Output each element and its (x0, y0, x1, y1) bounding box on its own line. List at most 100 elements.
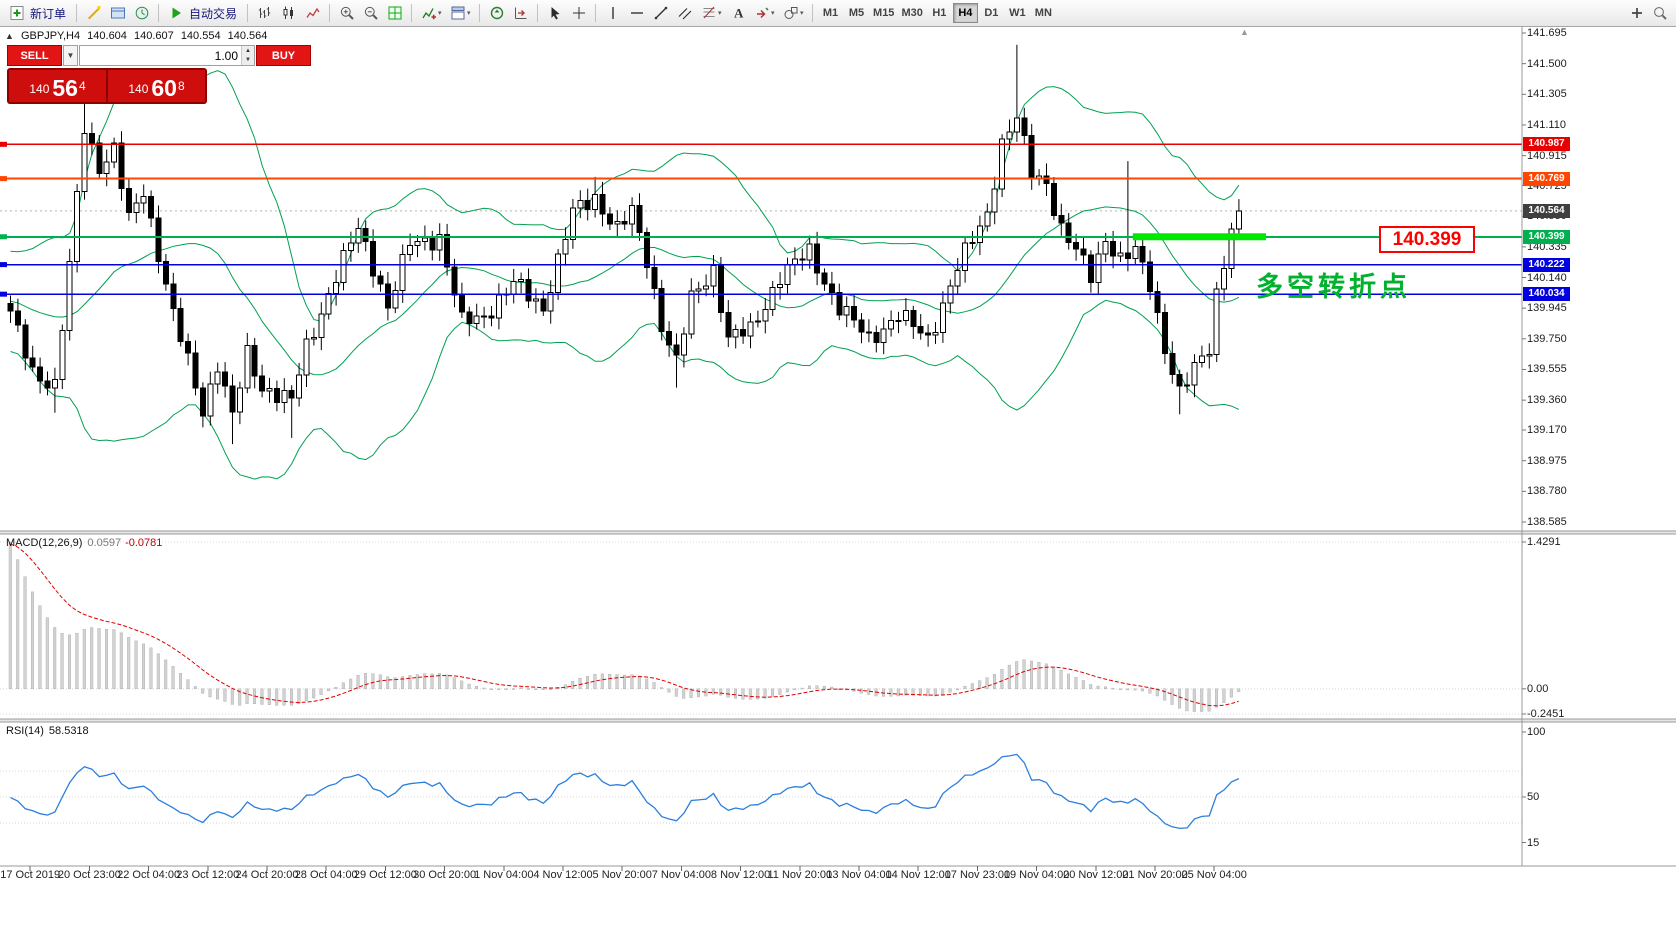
templates-icon (451, 6, 465, 20)
candlestick-chart-button[interactable] (277, 2, 300, 24)
indicators-dropdown-icon[interactable]: ▾ (438, 10, 442, 17)
zoom-out-icon (364, 6, 378, 20)
timeframe-mn-button[interactable]: MN (1034, 7, 1052, 19)
candlestick-chart-icon (283, 6, 293, 19)
price-scale-label: 141.695 (1527, 27, 1567, 39)
shapes-icon (784, 7, 798, 19)
timeframe-m30-button[interactable]: M30 (901, 7, 923, 19)
volume-up-icon[interactable]: ▲ (242, 46, 254, 56)
arrows-button[interactable] (750, 2, 773, 24)
line-chart-icon (305, 7, 320, 18)
fibonacci-button[interactable] (697, 2, 720, 24)
chart-shift-button[interactable] (509, 2, 532, 24)
horizontal-line-button[interactable] (625, 2, 648, 24)
timeframe-d1-button[interactable]: D1 (984, 7, 999, 19)
zoom-in-icon (340, 6, 354, 20)
buy-price-display[interactable]: 140 60 8 (108, 70, 205, 102)
text-label-button[interactable]: A (726, 2, 749, 24)
chart-header: ▲ GBPJPY,H4 140.604 140.607 140.554 140.… (5, 30, 271, 42)
volume-dropdown[interactable]: ▼ (63, 45, 78, 66)
add-button[interactable] (1625, 2, 1648, 24)
time-axis-label: 14 Nov 12:00 (885, 869, 951, 881)
level-price-tag: 140.034 (1523, 287, 1570, 302)
toolbar-separator (812, 4, 814, 22)
line-chart-button[interactable] (301, 2, 324, 24)
time-axis-label: 7 Nov 04:00 (651, 869, 712, 881)
market-watch-button[interactable] (130, 2, 153, 24)
price-scale-label: 138.585 (1527, 516, 1567, 528)
templates-dropdown-icon[interactable]: ▾ (467, 10, 471, 17)
price-scale-label: 140.335 (1527, 240, 1567, 253)
new-order-button[interactable] (5, 2, 28, 24)
timeframe-w1-button[interactable]: W1 (1009, 7, 1026, 19)
indicators-button[interactable] (417, 2, 440, 24)
vertical-line-button[interactable] (601, 2, 624, 24)
chart-shift-marker-icon[interactable]: ▲ (1240, 27, 1249, 37)
toolbar-separator (411, 4, 413, 22)
auto-scroll-button[interactable] (485, 2, 508, 24)
volume-down-icon[interactable]: ▼ (242, 55, 254, 65)
templates-button[interactable] (446, 2, 469, 24)
sell-button[interactable]: SELL (7, 45, 62, 66)
timeframe-m15-button[interactable]: M15 (873, 7, 895, 19)
autotrading-label: 自动交易 (189, 6, 238, 21)
sell-price-display[interactable]: 140 56 4 (9, 70, 106, 102)
arrows-dropdown-icon[interactable]: ▾ (771, 10, 775, 17)
volume-input[interactable] (80, 46, 241, 65)
text-label-icon: A (734, 6, 744, 21)
shapes-button[interactable] (779, 2, 802, 24)
buy-price-base: 140 (128, 82, 149, 96)
price-scale-label: 140.140 (1527, 271, 1567, 284)
volume-stepper: ▲ ▼ (241, 46, 254, 65)
profiles-button[interactable] (106, 2, 129, 24)
add-icon (1631, 8, 1642, 18)
time-axis-label: 20 Nov 12:00 (1063, 869, 1129, 881)
rsi-label: RSI(14) 58.5318 (6, 725, 89, 737)
collapse-panel-icon[interactable]: ▲ (5, 31, 14, 41)
time-axis-label: 11 Nov 20:00 (767, 869, 833, 881)
fibonacci-icon (703, 6, 715, 19)
level-price-tag: 140.987 (1523, 137, 1570, 152)
time-axis-label: 25 Nov 04:00 (1181, 869, 1247, 881)
chart-wizard-button[interactable] (82, 2, 105, 24)
fibonacci-dropdown-icon[interactable]: ▾ (718, 10, 722, 17)
price-scale-label: 141.110 (1527, 118, 1566, 131)
buy-price-pips: 60 (151, 75, 177, 101)
time-axis-label: 30 Oct 20:00 (413, 869, 477, 881)
chart-wizard-icon (87, 5, 101, 20)
timeframe-m1-button[interactable]: M1 (822, 7, 839, 19)
time-axis-label: 23 Oct 12:00 (176, 869, 240, 881)
equidistant-channel-button[interactable] (673, 2, 696, 24)
autotrading-button[interactable] (164, 2, 187, 24)
trendline-button[interactable] (649, 2, 672, 24)
price-callout[interactable]: 140.399 (1379, 226, 1475, 253)
tile-windows-button[interactable] (383, 2, 406, 24)
search-button[interactable] (1648, 2, 1671, 24)
buy-price-point: 8 (177, 79, 185, 93)
close-value: 140.564 (227, 30, 268, 42)
shapes-dropdown-icon[interactable]: ▾ (800, 10, 804, 17)
symbol-label: GBPJPY,H4 (20, 30, 81, 42)
time-axis-label: 17 Oct 2019 (0, 869, 61, 881)
annotation-text[interactable]: 多空转折点 (1256, 272, 1411, 302)
zoom-in-button[interactable] (335, 2, 358, 24)
search-icon (1653, 7, 1667, 20)
bar-chart-button[interactable] (253, 2, 276, 24)
svg-text:A: A (734, 6, 744, 21)
macd-label: MACD(12,26,9) 0.0597 -0.0781 (6, 537, 163, 549)
timeframe-h1-button[interactable]: H1 (932, 7, 947, 19)
trendline-icon (654, 6, 667, 20)
timeframe-m5-button[interactable]: M5 (848, 7, 865, 19)
price-scale-label: 141.305 (1527, 88, 1567, 101)
timeframe-h4-button[interactable]: H4 (952, 3, 978, 23)
crosshair-button[interactable] (567, 2, 590, 24)
zoom-out-button[interactable] (359, 2, 382, 24)
buy-button[interactable]: BUY (256, 45, 311, 66)
time-axis-label: 1 Nov 04:00 (474, 869, 534, 881)
bid-price-tag: 140.564 (1523, 203, 1570, 218)
crosshair-icon (572, 7, 585, 19)
cursor-button[interactable] (543, 2, 566, 24)
price-scale-label: 141.500 (1527, 57, 1567, 70)
new-order-icon (10, 6, 23, 20)
